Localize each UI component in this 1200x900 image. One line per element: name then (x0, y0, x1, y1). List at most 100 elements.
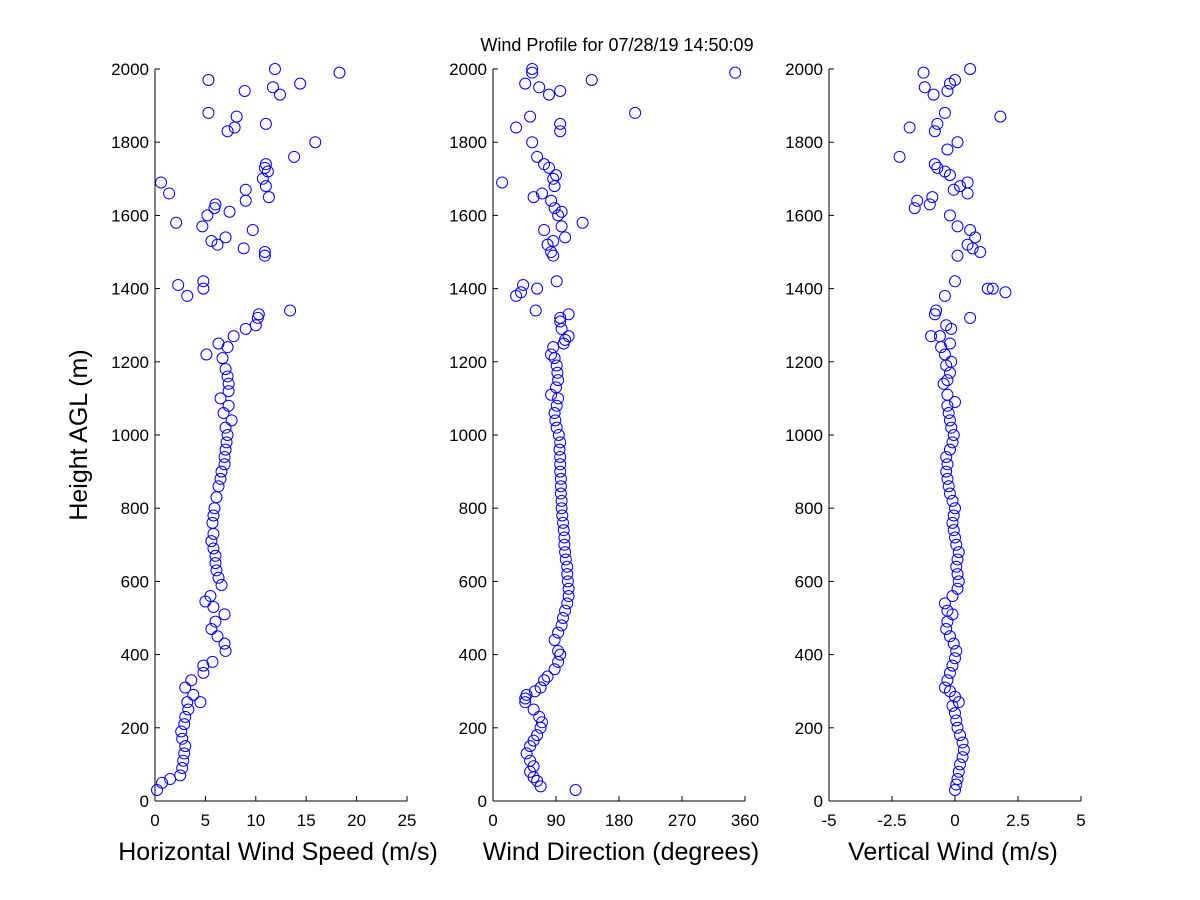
data-point (951, 721, 964, 734)
data-point (943, 337, 956, 350)
data-point (219, 231, 232, 244)
data-point (519, 77, 532, 90)
data-point (554, 436, 567, 449)
data-point (557, 612, 569, 624)
y-tick-label: 1600 (449, 206, 487, 225)
data-point (175, 725, 188, 738)
data-point (221, 125, 234, 138)
data-point (949, 652, 961, 665)
data-point (196, 220, 209, 233)
data-point (197, 275, 210, 288)
y-tick-label: 0 (814, 792, 823, 811)
x-tick-label: 20 (347, 811, 366, 830)
data-point (261, 165, 274, 178)
data-point (552, 429, 565, 441)
data-point (949, 275, 961, 288)
data-point (206, 655, 219, 668)
data-point (333, 66, 346, 79)
y-tick-label: 1000 (785, 426, 823, 445)
data-point (238, 84, 251, 97)
data-point (163, 187, 176, 200)
data-point (951, 773, 964, 786)
data-point (178, 747, 191, 760)
data-point (526, 63, 539, 75)
data-point (205, 622, 218, 635)
data-point (562, 582, 575, 595)
data-point (202, 106, 215, 119)
data-point (928, 158, 941, 171)
data-point (548, 407, 561, 420)
data-point (954, 729, 967, 742)
data-point (964, 224, 977, 237)
data-point (999, 286, 1012, 299)
data-point (212, 571, 225, 584)
data-point (981, 282, 994, 295)
data-point (585, 73, 598, 86)
data-point (205, 535, 218, 548)
y-tick-label: 200 (459, 719, 487, 738)
data-point (536, 187, 548, 200)
data-point (951, 553, 964, 566)
data-point (524, 754, 537, 767)
data-point (945, 421, 958, 434)
data-point (558, 538, 571, 551)
data-point (946, 494, 959, 507)
y-tick-label: 200 (121, 719, 149, 738)
data-point (210, 564, 223, 577)
data-point (950, 560, 963, 573)
data-point (225, 414, 238, 427)
data-point (903, 121, 916, 134)
data-point (554, 465, 567, 478)
data-point (194, 696, 207, 709)
data-point (529, 304, 542, 317)
data-point (209, 549, 222, 562)
data-point (207, 601, 220, 614)
y-tick-label: 800 (459, 499, 487, 518)
data-point (207, 509, 220, 522)
data-point (956, 736, 969, 749)
data-point (557, 516, 569, 529)
data-point (554, 315, 567, 328)
data-point (524, 110, 537, 123)
data-point (216, 352, 229, 365)
data-point (172, 278, 185, 291)
x-tick-label: 180 (605, 811, 633, 830)
data-point (931, 117, 944, 130)
panel-3: 0 200 400 600 800 1000 1200 1400 1600 1800 2000 -5 -… (785, 60, 1086, 866)
x-tick-label: 2.5 (1006, 811, 1030, 830)
data-point (220, 436, 233, 449)
data-point (911, 194, 924, 207)
data-point (554, 450, 567, 463)
data-point (561, 575, 574, 588)
y-tick-label: 400 (795, 646, 823, 665)
x-tick-label: 270 (668, 811, 696, 830)
data-point (548, 202, 561, 215)
data-point (941, 84, 954, 97)
data-point (942, 407, 955, 420)
data-point (561, 560, 574, 573)
data-point (555, 205, 568, 218)
x-axis-title: Wind Direction (degrees) (483, 838, 760, 866)
data-point (205, 235, 218, 248)
data-point (550, 381, 562, 394)
y-tick-label: 1000 (111, 426, 149, 445)
data-point (550, 275, 563, 288)
data-point (949, 707, 961, 720)
y-tick-label: 400 (121, 646, 149, 665)
data-point (179, 681, 192, 694)
data-point (262, 191, 275, 204)
data-point (941, 604, 954, 617)
data-point (554, 311, 567, 324)
data-point (202, 73, 215, 86)
x-axis-title: Vertical Wind (m/s) (848, 838, 1058, 866)
data-point (179, 710, 192, 723)
data-point (552, 209, 565, 222)
data-point (515, 286, 527, 299)
data-point (554, 458, 567, 471)
data-point (517, 278, 530, 291)
data-point (925, 330, 938, 343)
data-point (547, 249, 560, 262)
data-point (200, 348, 213, 361)
data-point (536, 716, 548, 729)
data-point (268, 63, 281, 75)
